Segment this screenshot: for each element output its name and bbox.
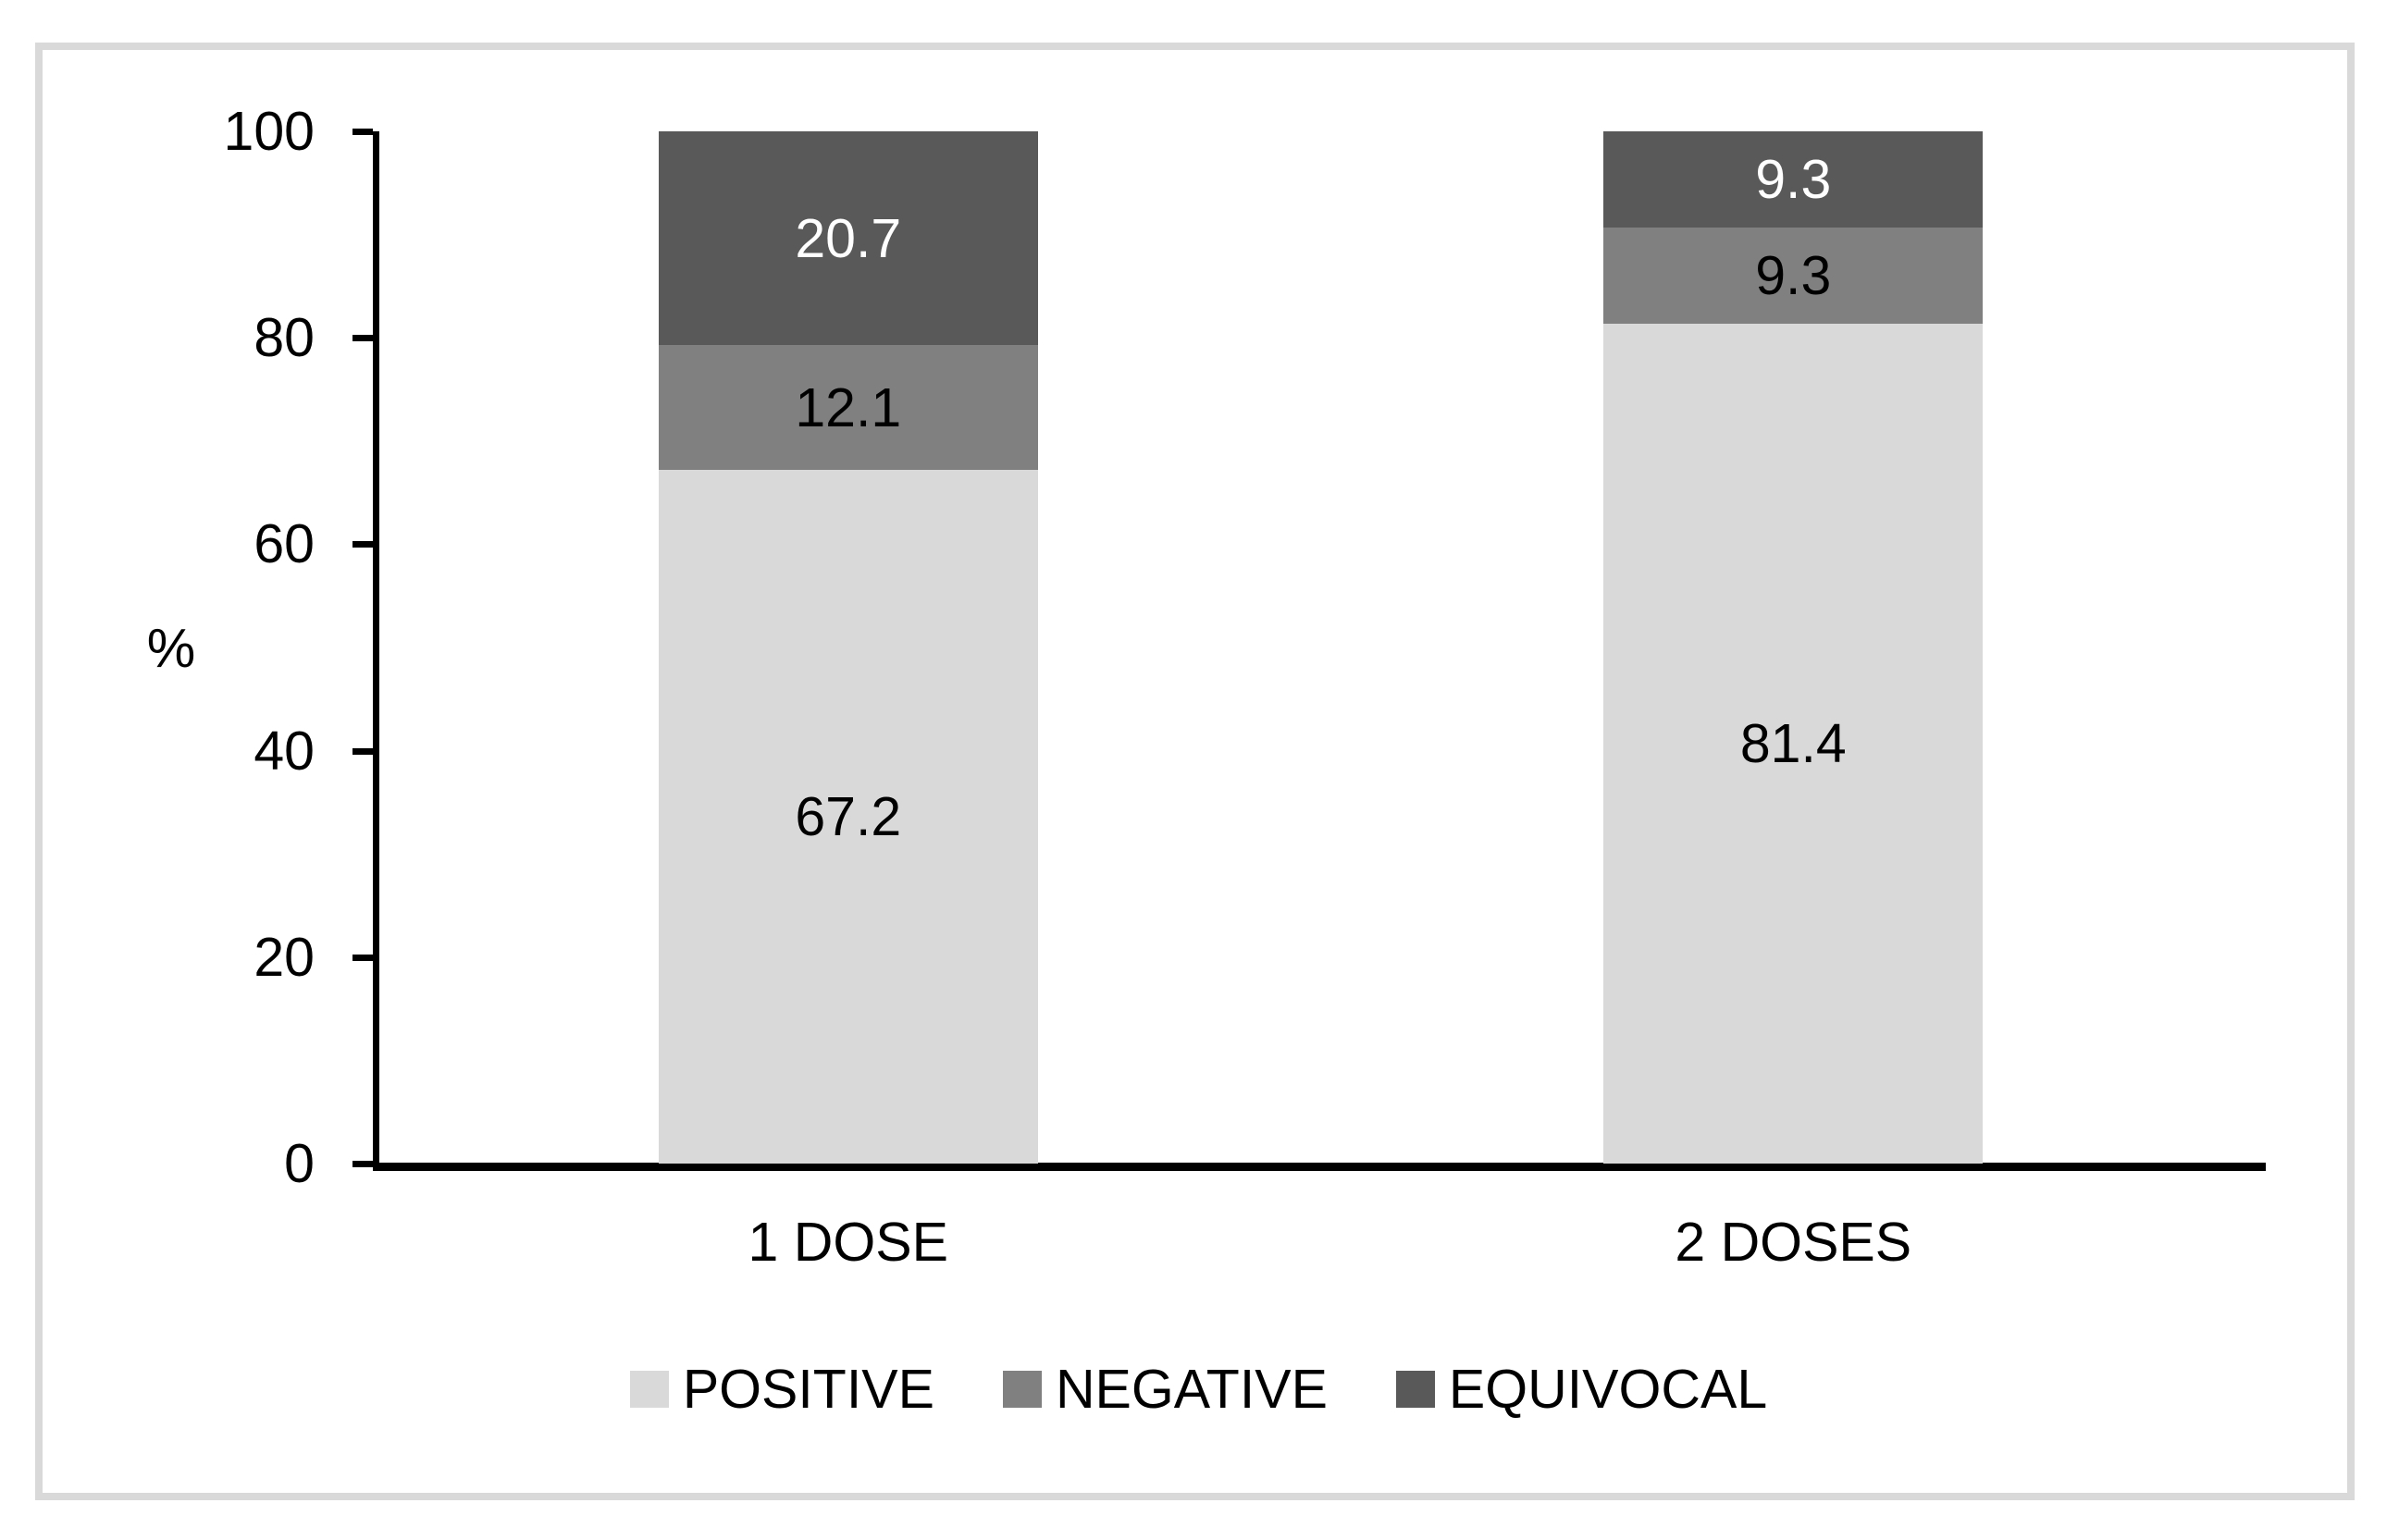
- bar-value-label: 20.7: [795, 207, 902, 269]
- legend: POSITIVE NEGATIVE EQUIVOCAL: [43, 1352, 2355, 1426]
- bar-value-label: 67.2: [795, 786, 902, 848]
- legend-swatch-equivocal: [1395, 1371, 1435, 1408]
- y-axis-tick: [352, 541, 373, 548]
- y-axis-tick-label: 40: [254, 720, 315, 782]
- legend-swatch-negative: [1002, 1371, 1042, 1408]
- y-axis-title: %: [146, 618, 196, 679]
- bar-value-label: 12.1: [795, 376, 902, 438]
- y-axis-tick: [352, 129, 373, 135]
- y-axis-tick: [352, 1161, 373, 1167]
- y-axis-line: [373, 131, 379, 1171]
- legend-item-equivocal: EQUIVOCAL: [1395, 1358, 1768, 1421]
- bar-segment-negative: 12.1: [658, 345, 1038, 471]
- legend-label-equivocal: EQUIVOCAL: [1448, 1359, 1768, 1420]
- y-axis-tick-label: 0: [284, 1133, 315, 1194]
- y-axis-tick: [352, 747, 373, 755]
- x-axis-line: [373, 1163, 2266, 1171]
- legend-label-negative: NEGATIVE: [1055, 1359, 1328, 1420]
- legend-item-positive: POSITIVE: [629, 1358, 934, 1421]
- bar-segment-equivocal: 9.3: [1603, 131, 1984, 228]
- y-axis-tick-label: 60: [254, 513, 315, 575]
- y-axis-tick-label: 20: [254, 926, 315, 988]
- y-axis-tick-label: 100: [223, 101, 315, 162]
- bar-value-label: 9.3: [1755, 244, 1832, 306]
- y-axis-tick-label: 80: [254, 307, 315, 369]
- y-axis-tick: [352, 335, 373, 342]
- legend-label-positive: POSITIVE: [682, 1359, 934, 1420]
- bar-segment-positive: 81.4: [1603, 323, 1984, 1164]
- bar-value-label: 81.4: [1739, 712, 1847, 774]
- bar-segment-positive: 67.2: [658, 470, 1038, 1164]
- bar-segment-equivocal: 20.7: [658, 131, 1038, 345]
- x-axis-category-label: 2 DOSES: [1675, 1212, 1912, 1273]
- x-axis-category-label: 1 DOSE: [748, 1212, 948, 1273]
- bar-value-label: 9.3: [1755, 148, 1832, 210]
- y-axis-tick: [352, 954, 373, 961]
- legend-item-negative: NEGATIVE: [1002, 1358, 1328, 1421]
- legend-swatch-positive: [629, 1371, 669, 1408]
- bar-segment-negative: 9.3: [1603, 227, 1984, 324]
